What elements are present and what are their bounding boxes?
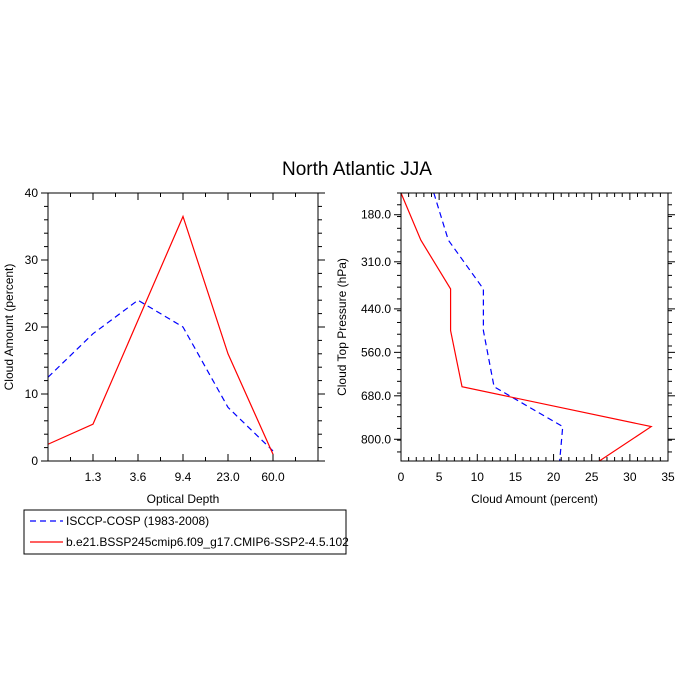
series-line-model	[400, 192, 653, 462]
x-tick-label: 35	[661, 470, 675, 484]
y-tick-label: 800.0	[361, 432, 391, 446]
x-tick-label: 15	[509, 470, 523, 484]
x-tick-label: 10	[471, 470, 485, 484]
x-axis-label: Optical Depth	[147, 492, 220, 506]
y-tick-label: 10	[25, 387, 39, 401]
y-tick-label: 440.0	[361, 302, 391, 316]
x-tick-label: 1.3	[85, 470, 102, 484]
y-tick-label: 0	[31, 454, 38, 468]
x-axis-label: Cloud Amount (percent)	[471, 492, 598, 506]
x-tick-label: 20	[547, 470, 561, 484]
y-tick-label: 560.0	[361, 345, 391, 359]
figure-title: North Atlantic JJA	[282, 159, 432, 180]
legend-box	[23, 509, 347, 555]
y-axis-label: Cloud Top Pressure (hPa)	[335, 258, 349, 396]
series-line-model	[47, 214, 274, 455]
legend-label-isccp: ISCCP-COSP (1983-2008)	[66, 514, 209, 528]
y-tick-label: 20	[25, 320, 39, 334]
x-tick-label: 25	[585, 470, 599, 484]
legend: ISCCP-COSP (1983-2008) b.e21.BSSP245cmip…	[23, 509, 349, 555]
x-tick-label: 5	[436, 470, 443, 484]
y-tick-label: 310.0	[361, 255, 391, 269]
x-tick-label: 23.0	[216, 470, 240, 484]
x-tick-label: 30	[623, 470, 637, 484]
plot-frame	[47, 192, 319, 462]
panel-cloud-top-pressure: 0 5 10 15 20 25 30 35 180.0 310.0 440.0 560.0 680.0 8…	[335, 192, 675, 506]
x-tick-label: 3.6	[130, 470, 147, 484]
y-tick-label: 30	[25, 253, 39, 267]
y-tick-label: 180.0	[361, 208, 391, 222]
series-line-isccp	[433, 192, 564, 462]
series-line-isccp	[47, 299, 274, 452]
x-tick-label: 0	[398, 470, 405, 484]
x-tick-label: 9.4	[175, 470, 192, 484]
panel-optical-depth: 1.3 3.6 9.4 23.0 60.0 0 10 20 30 40 Optical Depth C…	[2, 186, 325, 506]
y-tick-label: 680.0	[361, 389, 391, 403]
plot-frame	[400, 192, 669, 462]
x-tick-label: 60.0	[261, 470, 285, 484]
y-axis-label: Cloud Amount (percent)	[2, 264, 16, 391]
y-tick-label: 40	[25, 186, 39, 200]
legend-label-model: b.e21.BSSP245cmip6.f09_g17.CMIP6-SSP2-4.…	[66, 535, 349, 549]
